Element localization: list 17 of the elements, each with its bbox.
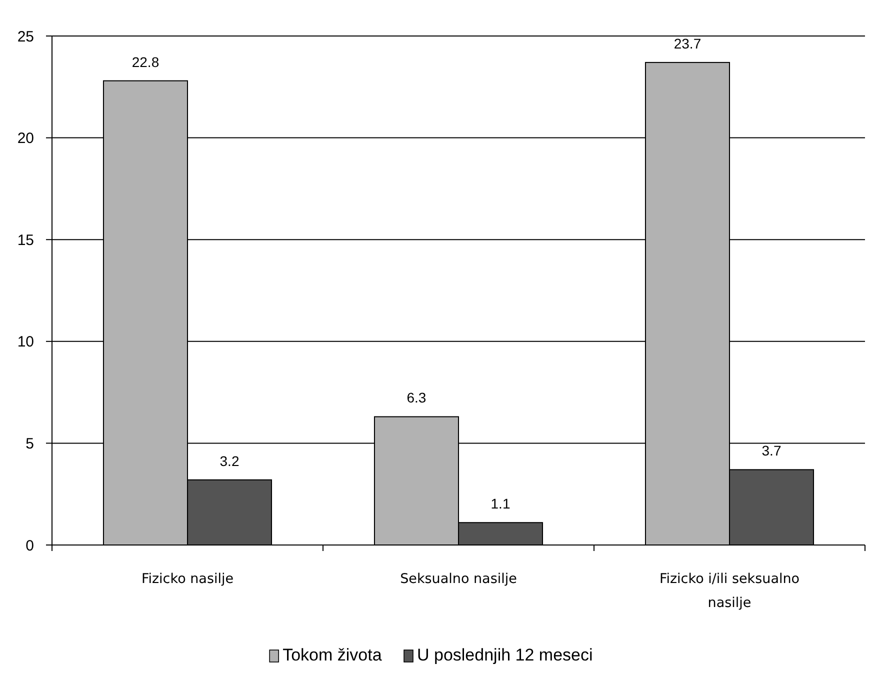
data-label: 3.7 [762,442,782,459]
x-tick-label: Fizicko i/ili seksualno nasilje [659,571,800,611]
data-label: 3.2 [220,452,240,469]
y-tick-label: 25 [17,28,34,46]
legend-label: Tokom života [282,645,382,664]
data-label: 22.8 [132,54,160,70]
y-tick-label: 15 [17,232,34,249]
data-label: 6.3 [406,390,426,406]
legend-label: U poslednjih 12 meseci [417,645,593,664]
y-tick-label: 20 [17,130,34,148]
y-tick-label: 0 [26,537,34,554]
x-tick-label: Fizicko nasilje [141,571,234,587]
data-label: 1.1 [490,496,510,512]
y-tick-label: 5 [26,435,34,452]
data-label: 23.7 [674,35,702,52]
y-tick-label: 10 [17,334,34,351]
x-tick-label: Seksualno nasilje [400,571,517,587]
